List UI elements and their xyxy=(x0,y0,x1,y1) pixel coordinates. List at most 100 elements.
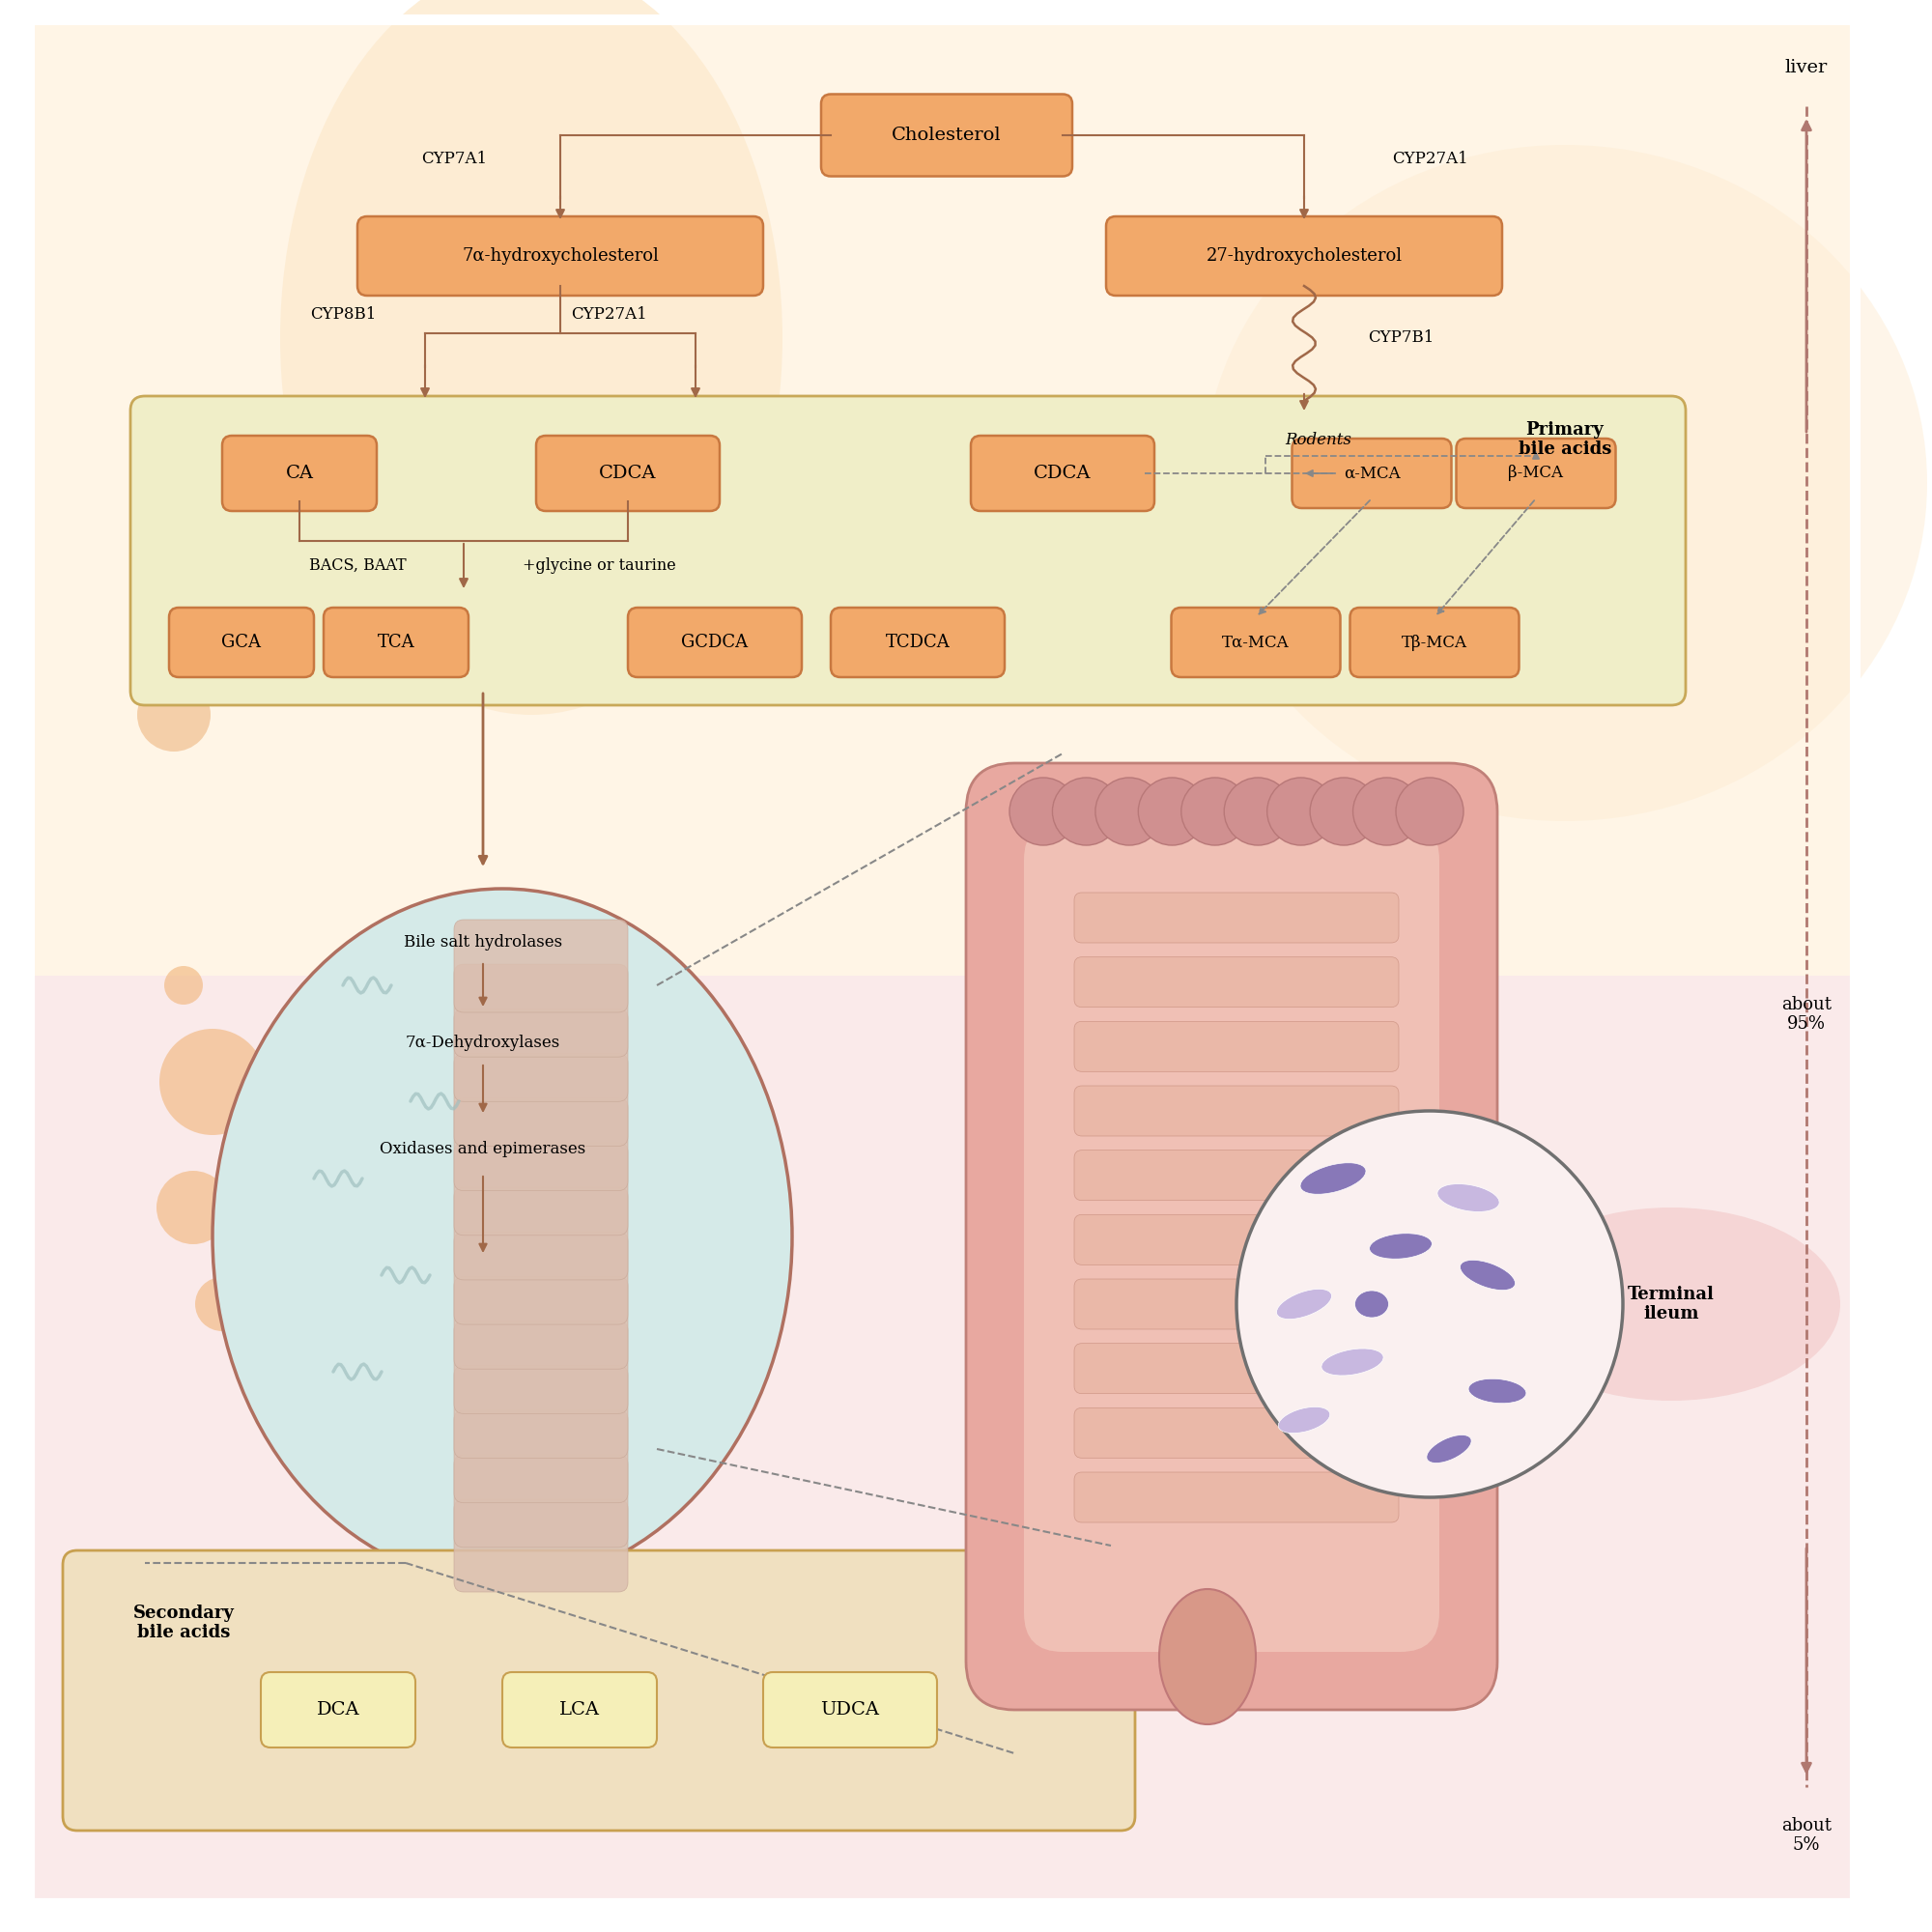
Ellipse shape xyxy=(1461,1260,1515,1291)
FancyBboxPatch shape xyxy=(821,95,1072,176)
Text: β-MCA: β-MCA xyxy=(1509,466,1563,481)
Text: Rodents: Rodents xyxy=(1285,431,1350,448)
Circle shape xyxy=(160,1028,267,1134)
FancyBboxPatch shape xyxy=(323,607,468,678)
Text: CA: CA xyxy=(286,464,313,481)
FancyBboxPatch shape xyxy=(763,1673,937,1747)
Text: CDCA: CDCA xyxy=(599,464,657,481)
Circle shape xyxy=(1236,1111,1623,1497)
Ellipse shape xyxy=(1426,1435,1472,1463)
FancyBboxPatch shape xyxy=(972,437,1155,510)
Text: TCDCA: TCDCA xyxy=(885,634,951,651)
Ellipse shape xyxy=(280,0,782,715)
Bar xyxy=(29,976,1855,1903)
Text: CDCA: CDCA xyxy=(1034,464,1092,481)
Circle shape xyxy=(156,1171,230,1244)
Circle shape xyxy=(137,678,211,752)
FancyBboxPatch shape xyxy=(537,437,721,510)
Text: UDCA: UDCA xyxy=(821,1702,879,1719)
FancyBboxPatch shape xyxy=(1171,607,1341,678)
Text: GCDCA: GCDCA xyxy=(682,634,748,651)
Text: TCA: TCA xyxy=(377,634,415,651)
Ellipse shape xyxy=(1437,1184,1499,1211)
FancyBboxPatch shape xyxy=(1074,1343,1399,1393)
Ellipse shape xyxy=(1300,1163,1366,1194)
Text: 7α-hydroxycholesterol: 7α-hydroxycholesterol xyxy=(462,247,659,265)
Circle shape xyxy=(195,1277,249,1331)
Text: Cholesterol: Cholesterol xyxy=(893,126,1001,143)
FancyBboxPatch shape xyxy=(1074,1086,1399,1136)
Text: α-MCA: α-MCA xyxy=(1343,466,1401,481)
FancyBboxPatch shape xyxy=(454,1366,628,1459)
Text: CYP8B1: CYP8B1 xyxy=(309,305,377,323)
FancyBboxPatch shape xyxy=(454,1233,628,1325)
Text: about
95%: about 95% xyxy=(1781,995,1832,1034)
Circle shape xyxy=(164,966,203,1005)
Text: DCA: DCA xyxy=(317,1702,359,1719)
FancyBboxPatch shape xyxy=(831,607,1005,678)
Text: CYP7B1: CYP7B1 xyxy=(1368,330,1434,346)
FancyBboxPatch shape xyxy=(170,607,313,678)
Circle shape xyxy=(1352,777,1420,846)
FancyBboxPatch shape xyxy=(454,1455,628,1548)
FancyBboxPatch shape xyxy=(454,1499,628,1592)
Ellipse shape xyxy=(213,889,792,1584)
Text: about
5%: about 5% xyxy=(1781,1816,1832,1855)
FancyBboxPatch shape xyxy=(222,437,377,510)
FancyBboxPatch shape xyxy=(454,1142,628,1235)
Text: BACS, BAAT: BACS, BAAT xyxy=(309,556,406,574)
Text: Primary
bile acids: Primary bile acids xyxy=(1519,421,1611,458)
Ellipse shape xyxy=(1279,1406,1329,1434)
FancyBboxPatch shape xyxy=(1074,1215,1399,1265)
Ellipse shape xyxy=(1354,1291,1389,1318)
FancyBboxPatch shape xyxy=(454,1277,628,1370)
Circle shape xyxy=(1267,777,1335,846)
FancyBboxPatch shape xyxy=(454,1009,628,1101)
Bar xyxy=(29,19,1855,976)
FancyBboxPatch shape xyxy=(1074,1150,1399,1200)
Text: 27-hydroxycholesterol: 27-hydroxycholesterol xyxy=(1206,247,1403,265)
FancyBboxPatch shape xyxy=(454,920,628,1012)
Text: Bile salt hydrolases: Bile salt hydrolases xyxy=(404,933,562,951)
FancyBboxPatch shape xyxy=(1074,1408,1399,1459)
FancyBboxPatch shape xyxy=(1293,439,1451,508)
Ellipse shape xyxy=(1321,1349,1383,1376)
FancyBboxPatch shape xyxy=(454,1186,628,1279)
FancyBboxPatch shape xyxy=(966,763,1497,1710)
FancyBboxPatch shape xyxy=(454,1321,628,1414)
Circle shape xyxy=(1225,777,1293,846)
Text: LCA: LCA xyxy=(560,1702,599,1719)
FancyBboxPatch shape xyxy=(1074,1022,1399,1072)
Circle shape xyxy=(1095,777,1163,846)
FancyBboxPatch shape xyxy=(502,1673,657,1747)
Text: Tα-MCA: Tα-MCA xyxy=(1223,634,1289,651)
Ellipse shape xyxy=(1277,1289,1331,1320)
FancyBboxPatch shape xyxy=(1457,439,1615,508)
Text: CYP7A1: CYP7A1 xyxy=(421,151,487,168)
Ellipse shape xyxy=(1159,1588,1256,1723)
Circle shape xyxy=(1310,777,1378,846)
FancyBboxPatch shape xyxy=(1074,1472,1399,1522)
FancyBboxPatch shape xyxy=(1074,1279,1399,1329)
Circle shape xyxy=(1053,777,1121,846)
Text: GCA: GCA xyxy=(222,634,261,651)
Circle shape xyxy=(1180,777,1248,846)
Text: Tβ-MCA: Tβ-MCA xyxy=(1403,634,1468,651)
Circle shape xyxy=(139,545,247,653)
FancyBboxPatch shape xyxy=(1350,607,1519,678)
Text: Oxidases and epimerases: Oxidases and epimerases xyxy=(381,1142,585,1157)
Text: CYP27A1: CYP27A1 xyxy=(570,305,647,323)
Circle shape xyxy=(1138,777,1206,846)
FancyBboxPatch shape xyxy=(131,396,1687,705)
FancyBboxPatch shape xyxy=(357,216,763,296)
FancyBboxPatch shape xyxy=(1074,893,1399,943)
FancyBboxPatch shape xyxy=(454,1410,628,1503)
FancyBboxPatch shape xyxy=(1074,956,1399,1007)
Circle shape xyxy=(1009,777,1078,846)
FancyBboxPatch shape xyxy=(62,1549,1136,1832)
FancyBboxPatch shape xyxy=(628,607,802,678)
FancyBboxPatch shape xyxy=(454,1053,628,1146)
FancyBboxPatch shape xyxy=(261,1673,415,1747)
Ellipse shape xyxy=(1202,145,1928,821)
Text: Secondary
bile acids: Secondary bile acids xyxy=(133,1604,234,1642)
